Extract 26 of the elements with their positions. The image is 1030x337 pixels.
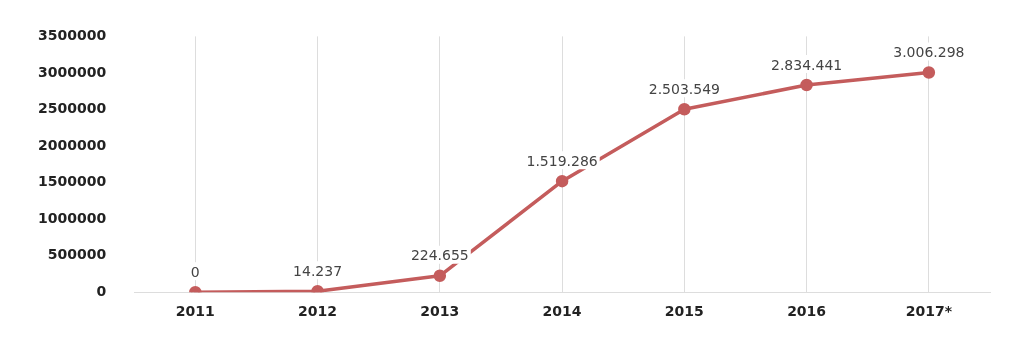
y-tick-label: 2000000 bbox=[37, 136, 107, 153]
x-tick-label: 2014 bbox=[542, 303, 582, 320]
y-tick-label: 3500000 bbox=[37, 27, 107, 44]
data-label: 3.006.298 bbox=[893, 44, 965, 61]
point bbox=[555, 174, 569, 188]
y-tick-label: 3000000 bbox=[37, 63, 107, 80]
point bbox=[678, 102, 691, 116]
x-tick-label: 2013 bbox=[420, 303, 460, 320]
data-label: 2.834.441 bbox=[770, 56, 843, 73]
data-label: 1.519.286 bbox=[526, 152, 598, 169]
x-tick-label: 2015 bbox=[664, 303, 704, 320]
data-label: 224.655 bbox=[410, 247, 469, 264]
y-tick-label: 2500000 bbox=[37, 100, 107, 117]
x-tick-label: 2016 bbox=[787, 303, 827, 320]
x-tick-label: 2011 bbox=[175, 303, 215, 320]
data-label: 14.237 bbox=[293, 262, 343, 279]
y-tick-label: 1000000 bbox=[37, 209, 107, 226]
y-tick-label: 0 bbox=[96, 282, 107, 299]
y-tick-label: 500000 bbox=[47, 246, 107, 263]
x-tick-label: 2012 bbox=[298, 303, 338, 320]
x-tick-label: 2017* bbox=[905, 303, 953, 320]
data-label: 2.503.549 bbox=[648, 80, 720, 97]
point bbox=[800, 78, 813, 92]
y-tick-label: 1500000 bbox=[37, 173, 107, 190]
data-label: 0 bbox=[190, 263, 200, 280]
point bbox=[922, 66, 936, 79]
